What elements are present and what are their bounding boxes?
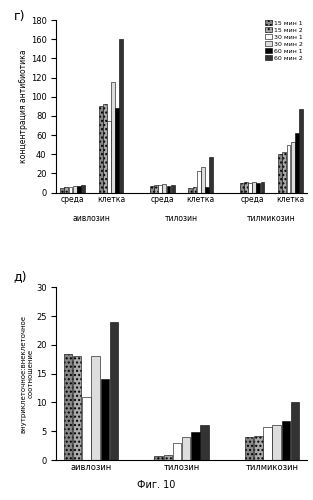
Bar	[120, 39, 123, 192]
Text: Фиг. 10: Фиг. 10	[137, 480, 176, 490]
Bar	[205, 187, 209, 192]
Bar	[295, 133, 299, 192]
Bar	[291, 402, 299, 460]
Bar	[260, 182, 264, 192]
Bar	[154, 456, 163, 460]
Bar	[115, 108, 119, 192]
Bar	[245, 437, 253, 460]
Bar	[263, 426, 272, 460]
Text: тилозин: тилозин	[165, 214, 198, 222]
Bar	[100, 380, 109, 460]
Bar	[91, 356, 100, 460]
Bar	[192, 187, 197, 192]
Text: д): д)	[14, 270, 27, 283]
Text: г): г)	[14, 10, 25, 22]
Bar	[254, 436, 263, 460]
Bar	[167, 186, 171, 192]
Bar	[99, 106, 103, 192]
Bar	[69, 187, 72, 192]
Bar	[188, 188, 192, 192]
Y-axis label: внутриклеточное:внеклеточное
соотношение: внутриклеточное:внеклеточное соотношение	[20, 314, 33, 432]
Bar	[103, 104, 107, 192]
Bar	[201, 166, 205, 192]
Bar	[77, 186, 81, 192]
Bar	[162, 184, 166, 192]
Bar	[154, 185, 158, 192]
Bar	[64, 354, 72, 460]
Bar	[150, 186, 154, 192]
Bar	[81, 185, 85, 192]
Bar	[244, 182, 248, 192]
Bar	[110, 322, 118, 460]
Bar	[111, 82, 115, 192]
Bar	[82, 396, 91, 460]
Bar	[278, 154, 282, 192]
Text: тилмикозин: тилмикозин	[247, 214, 296, 222]
Bar	[197, 172, 201, 192]
Bar	[107, 120, 111, 192]
Text: аивлозин: аивлозин	[73, 214, 111, 222]
Bar	[240, 183, 244, 192]
Bar	[73, 356, 81, 460]
Bar	[191, 432, 200, 460]
Bar	[73, 186, 77, 192]
Bar	[60, 188, 64, 192]
Bar	[163, 456, 172, 460]
Y-axis label: концентрация антибиотика: концентрация антибиотика	[19, 50, 28, 163]
Bar	[252, 182, 256, 192]
Bar	[171, 185, 175, 192]
Legend: 15 мин 1, 15 мин 2, 30 мин 1, 30 мин 2, 60 мин 1, 60 мин 2: 15 мин 1, 15 мин 2, 30 мин 1, 30 мин 2, …	[265, 20, 304, 61]
Bar	[286, 144, 290, 192]
Bar	[182, 437, 190, 460]
Bar	[256, 183, 260, 192]
Bar	[272, 426, 281, 460]
Bar	[200, 426, 209, 460]
Bar	[248, 183, 252, 192]
Bar	[173, 442, 181, 460]
Bar	[299, 109, 303, 192]
Bar	[209, 157, 213, 192]
Bar	[282, 152, 286, 192]
Bar	[158, 185, 162, 192]
Bar	[291, 142, 295, 192]
Bar	[282, 421, 290, 460]
Bar	[64, 187, 68, 192]
